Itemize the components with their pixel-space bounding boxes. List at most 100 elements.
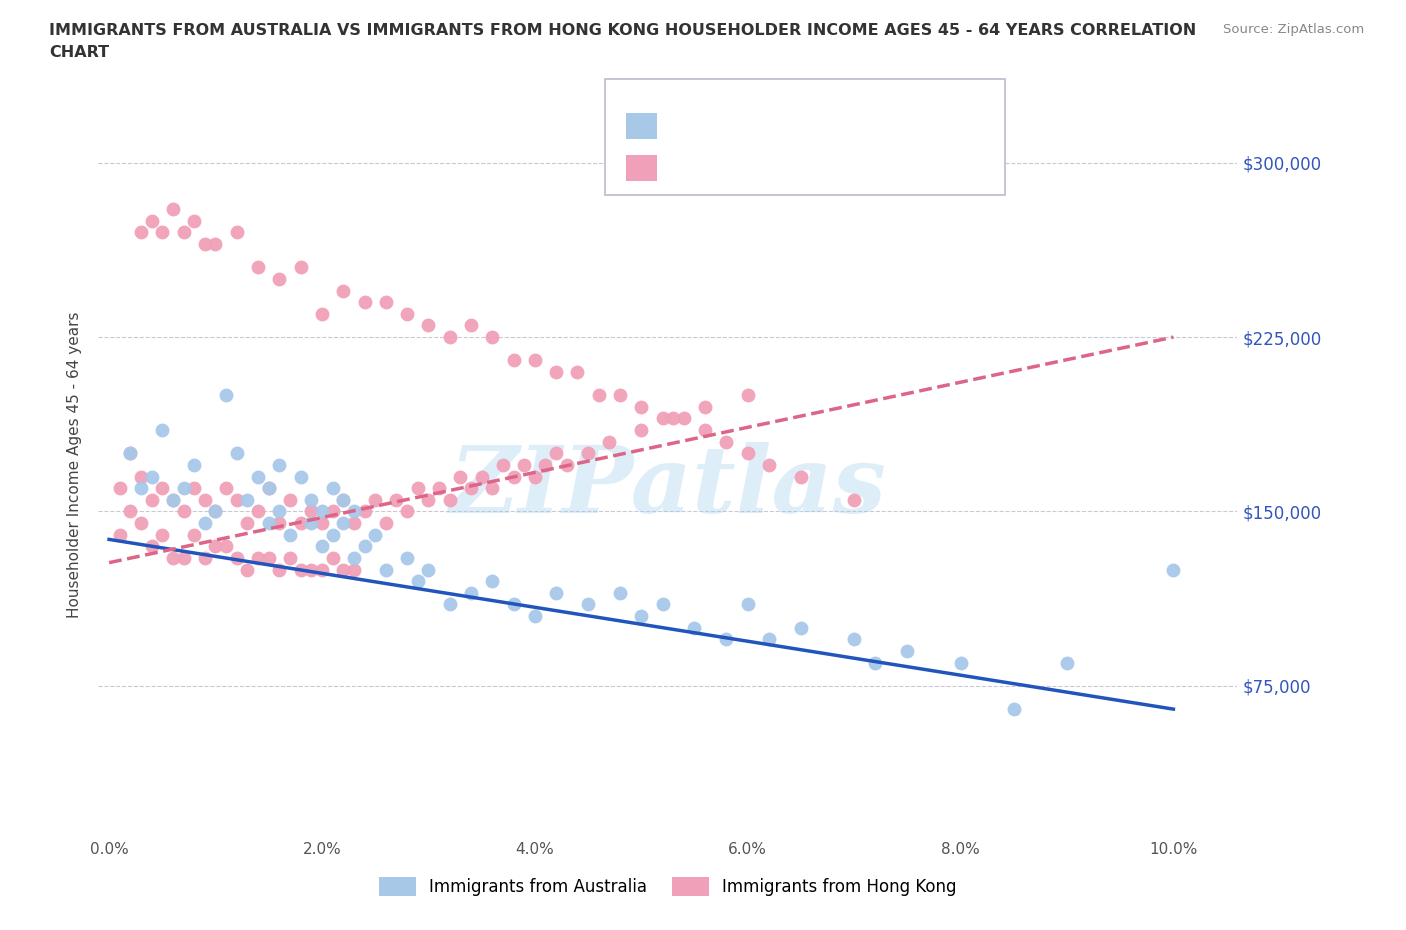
Point (141, 538, 163, 553)
Point (257, 515, 280, 530)
Y-axis label: Householder Income Ages 45 - 64 years: Householder Income Ages 45 - 64 years (67, 312, 83, 618)
Point (460, 586, 482, 601)
Point (949, 655, 972, 670)
Point (439, 493, 461, 508)
Point (546, 365, 568, 379)
Point (269, 504, 291, 519)
Legend: Immigrants from Australia, Immigrants from Hong Kong: Immigrants from Australia, Immigrants fr… (373, 870, 963, 903)
Point (609, 586, 631, 601)
Point (215, 388, 238, 403)
Point (1056, 655, 1078, 670)
Point (523, 352, 546, 367)
Text: 57: 57 (848, 118, 880, 137)
Point (129, 515, 152, 530)
Point (311, 515, 333, 530)
Point (204, 538, 226, 553)
Point (269, 562, 291, 577)
Point (257, 551, 280, 565)
Point (204, 504, 226, 519)
Point (311, 538, 333, 553)
Point (737, 388, 759, 403)
Point (546, 586, 568, 601)
Point (693, 400, 716, 415)
Point (247, 551, 270, 565)
Point (322, 551, 344, 565)
Point (353, 295, 375, 310)
Point (630, 400, 652, 415)
Point (173, 551, 195, 565)
Point (215, 481, 238, 496)
Point (162, 493, 184, 508)
Point (396, 307, 419, 322)
Point (630, 422, 652, 438)
Point (162, 493, 184, 508)
Point (492, 458, 515, 472)
Point (1163, 562, 1185, 577)
Point (651, 597, 673, 612)
Point (343, 562, 366, 577)
Point (567, 365, 589, 379)
Point (364, 527, 387, 542)
Text: CHART: CHART (49, 45, 110, 60)
Text: 108: 108 (848, 161, 880, 179)
Point (141, 213, 163, 228)
Point (651, 411, 673, 426)
Point (683, 620, 706, 635)
Point (374, 515, 396, 530)
Point (225, 225, 247, 240)
Point (343, 515, 366, 530)
Point (502, 469, 524, 484)
Point (460, 318, 482, 333)
Point (150, 481, 173, 496)
Point (183, 481, 205, 496)
Point (513, 458, 536, 472)
Point (481, 330, 503, 345)
Point (204, 504, 226, 519)
Point (332, 493, 354, 508)
Point (406, 574, 429, 589)
Text: N =: N = (801, 161, 845, 179)
Text: R =: R = (668, 161, 711, 179)
Point (322, 481, 344, 496)
Point (322, 527, 344, 542)
Point (481, 481, 503, 496)
Point (523, 469, 546, 484)
Point (449, 469, 471, 484)
Point (120, 445, 142, 460)
Point (693, 422, 716, 438)
Point (120, 504, 142, 519)
Point (269, 458, 291, 472)
Point (534, 458, 557, 472)
Point (247, 259, 270, 274)
Point (299, 515, 322, 530)
Point (588, 388, 610, 403)
Point (225, 493, 247, 508)
Point (353, 504, 375, 519)
Point (257, 481, 280, 496)
Point (737, 597, 759, 612)
Point (311, 307, 333, 322)
Point (364, 493, 387, 508)
Point (183, 213, 205, 228)
Point (842, 493, 865, 508)
Point (332, 493, 354, 508)
Point (790, 620, 813, 635)
Point (343, 551, 366, 565)
Point (194, 551, 217, 565)
Point (1002, 701, 1025, 716)
Point (471, 469, 494, 484)
Point (183, 527, 205, 542)
Point (609, 388, 631, 403)
Point (716, 434, 738, 449)
Point (460, 481, 482, 496)
Point (385, 493, 408, 508)
Point (162, 551, 184, 565)
Point (406, 481, 429, 496)
Point (150, 527, 173, 542)
Point (311, 562, 333, 577)
Point (269, 515, 291, 530)
Point (173, 481, 195, 496)
Point (290, 469, 312, 484)
Point (247, 504, 270, 519)
Point (374, 295, 396, 310)
